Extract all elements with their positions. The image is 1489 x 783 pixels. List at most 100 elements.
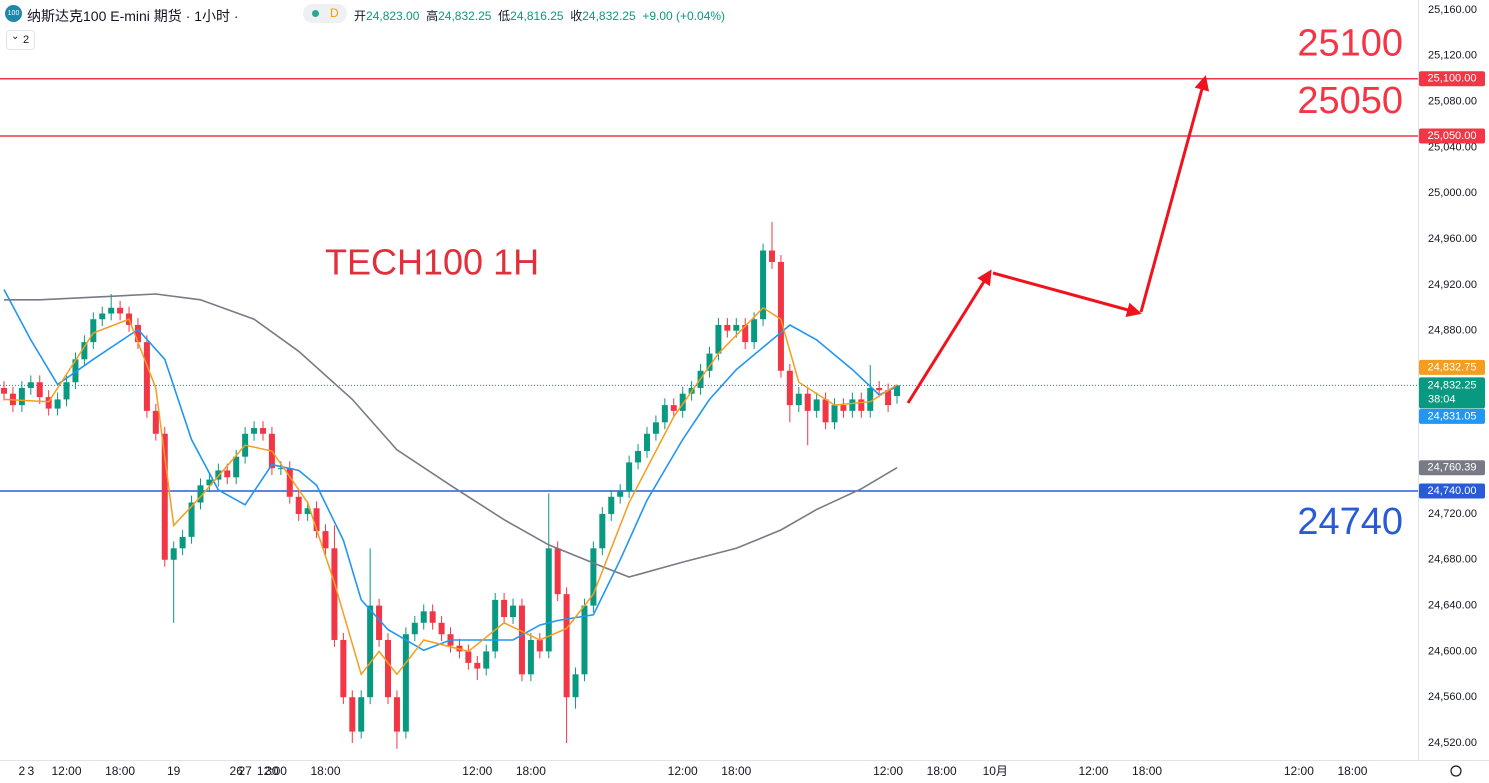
candle-body	[1, 387, 8, 394]
last-price-label: 24,832.25	[1428, 379, 1477, 391]
candle-body	[304, 508, 311, 514]
candle-body	[179, 536, 186, 549]
candle-body	[510, 605, 517, 618]
x-tick-label: 18:00	[310, 764, 340, 778]
candle-body	[36, 382, 43, 398]
x-tick-label: 12:00	[1078, 764, 1108, 778]
candle-body	[429, 611, 436, 623]
x-tick-label: 18:00	[1337, 764, 1367, 778]
candle-body	[545, 548, 552, 652]
candle-body	[849, 399, 856, 411]
x-tick-label: 18:00	[927, 764, 957, 778]
symbol-title[interactable]: 纳斯达克100 E-mini 期货 · 1小时 ·	[27, 8, 239, 24]
candle-body	[563, 594, 570, 698]
x-tick-label: 12:00	[1284, 764, 1314, 778]
y-tick-label: 24,880.00	[1428, 325, 1477, 337]
ma-tag-label: 24,831.05	[1428, 410, 1477, 422]
candle-body	[742, 324, 749, 343]
moving-average	[4, 293, 898, 578]
candle-body	[813, 399, 820, 411]
candle-body	[117, 307, 124, 314]
candle-body	[411, 622, 418, 635]
candle-body	[152, 410, 159, 434]
candle-body	[554, 548, 561, 595]
level-tag-label: 25,050.00	[1428, 130, 1477, 142]
candle-body	[885, 390, 892, 406]
candle-body	[858, 399, 865, 411]
candle-body	[161, 433, 168, 560]
ohlc-key: 开	[354, 9, 367, 23]
x-tick-label: 12:00	[668, 764, 698, 778]
candle-body	[206, 479, 213, 486]
candle-body	[420, 611, 427, 623]
x-tick-label: 12:00	[257, 764, 287, 778]
candle-body	[777, 261, 784, 371]
countdown: 38:04	[1428, 393, 1456, 405]
candle-body	[876, 387, 883, 391]
candle-body	[438, 622, 445, 635]
last-price-tag	[1419, 377, 1485, 409]
x-tick-label: 27	[238, 764, 252, 778]
candle-body	[224, 470, 231, 478]
candle-body	[831, 405, 838, 423]
ma-tag	[1419, 359, 1485, 375]
projection-arrow	[1139, 75, 1210, 313]
ohlc-value: 24,832.25	[582, 9, 636, 23]
candle-body	[349, 697, 356, 732]
y-tick-label: 25,000.00	[1428, 187, 1477, 199]
level-tag	[1419, 71, 1485, 87]
candle-body	[635, 450, 642, 463]
settings-icon[interactable]	[1450, 765, 1462, 777]
projection-arrow	[992, 271, 1142, 318]
y-tick-label: 24,520.00	[1428, 737, 1477, 749]
x-tick-label: 18:00	[721, 764, 751, 778]
candle-body	[769, 250, 776, 262]
status-dot	[312, 10, 319, 17]
candle-body	[385, 639, 392, 698]
candle-body	[643, 433, 650, 451]
candle-body	[313, 508, 320, 532]
candle-body	[661, 405, 668, 423]
candle-body	[99, 313, 106, 320]
candle-body	[867, 387, 874, 411]
indicator-toggle[interactable]: ⌄ 2	[6, 30, 35, 50]
candle-body	[54, 399, 61, 409]
candle-body	[286, 468, 293, 497]
candle-body	[617, 491, 624, 497]
y-tick-label: 24,560.00	[1428, 691, 1477, 703]
ohlc-bar: 开24,823.00 高24,832.25 低24,816.25 收24,832…	[354, 7, 725, 24]
candle-body	[786, 370, 793, 406]
x-tick-label: 3	[27, 764, 34, 778]
candle-body	[45, 397, 52, 409]
x-tick-label: 2	[19, 764, 26, 778]
status-pill: D	[303, 4, 347, 23]
badge: D	[330, 6, 339, 20]
candle-body	[134, 324, 141, 343]
moving-average	[3, 289, 898, 652]
candle-body	[63, 382, 70, 400]
candle-body	[706, 353, 713, 371]
level-tag-label: 24,740.00	[1428, 485, 1477, 497]
candle-body	[322, 531, 329, 549]
y-tick-label: 24,960.00	[1428, 233, 1477, 245]
candle-body	[367, 605, 374, 698]
candle-body	[626, 462, 633, 492]
y-tick-label: 25,120.00	[1428, 50, 1477, 62]
candle-body	[170, 548, 177, 560]
ma-tag-label: 24,760.39	[1428, 462, 1477, 474]
candle-body	[760, 250, 767, 320]
ma-tag	[1419, 408, 1485, 424]
candle-body	[527, 639, 534, 675]
x-tick-label: 12:00	[462, 764, 492, 778]
candle-body	[733, 324, 740, 331]
level-tag-label: 25,100.00	[1428, 73, 1477, 85]
candle-body	[652, 422, 659, 434]
ohlc-key: 收	[570, 9, 583, 23]
candle-body	[670, 405, 677, 411]
ohlc-key: 低	[498, 9, 511, 23]
candle-body	[393, 697, 400, 732]
candle-body	[402, 634, 409, 732]
level-label: 25100	[1297, 23, 1403, 65]
ohlc-value: 24,816.25	[510, 9, 564, 23]
chevron: ⌄	[11, 31, 20, 42]
